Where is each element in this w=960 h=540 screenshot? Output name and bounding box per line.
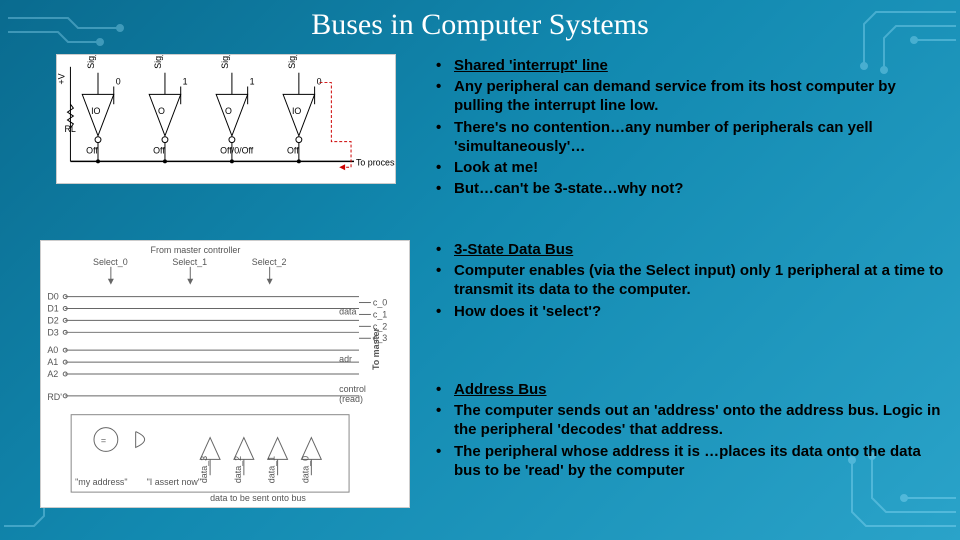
svg-text:c_2: c_2	[373, 321, 387, 331]
section3-heading: Address Bus	[454, 381, 547, 398]
d2-caption: data to be sent onto bus	[210, 493, 306, 503]
svg-text:1: 1	[183, 77, 188, 87]
slide-title: Buses in Computer Systems	[0, 8, 960, 42]
svg-text:0: 0	[317, 77, 322, 87]
bullets-interrupt: Shared 'interrupt' line Any peripheral c…	[432, 56, 942, 200]
d2-bus-adr: adr	[339, 354, 352, 364]
section3-item: The computer sends out an 'address' onto…	[432, 401, 950, 439]
svg-text:Sig_2: Sig_2	[153, 55, 163, 69]
d2-assert: "I assert now"	[147, 477, 201, 487]
section1-item: Any peripheral can demand service from i…	[432, 77, 942, 115]
svg-text:Select_2: Select_2	[252, 257, 287, 267]
d2-rd: RD'	[47, 392, 62, 402]
svg-text:D3: D3	[47, 327, 58, 337]
svg-text:c_1: c_1	[373, 309, 387, 319]
svg-text:Off: Off	[153, 145, 165, 155]
svg-text:D2: D2	[47, 315, 58, 325]
svg-text:data_2: data_2	[233, 456, 243, 483]
svg-text:D1: D1	[47, 303, 58, 313]
section2-item: Computer enables (via the Select input) …	[432, 261, 944, 299]
svg-text:0: 0	[116, 77, 121, 87]
bullets-addrbus: Address Bus The computer sends out an 'a…	[432, 380, 950, 482]
svg-text:A2: A2	[47, 369, 58, 379]
section2-heading: 3-State Data Bus	[454, 241, 573, 258]
svg-text:IO: IO	[292, 106, 301, 116]
slide-root: Buses in Computer Systems +V RL Sig_3 0 IO…	[0, 0, 960, 540]
svg-text:Off/0/Off: Off/0/Off	[220, 145, 254, 155]
diagram-bus: From master controller Select_0 Select_1 S…	[40, 240, 410, 508]
d2-myaddr: "my address"	[75, 477, 127, 487]
svg-text:c_3: c_3	[373, 333, 387, 343]
svg-text:data_1: data_1	[267, 456, 277, 483]
section1-item: There's no contention…any number of peri…	[432, 118, 942, 156]
section1-item: But…can't be 3-state…why not?	[432, 179, 942, 198]
svg-text:Sig_0: Sig_0	[287, 55, 297, 69]
svg-text:A1: A1	[47, 357, 58, 367]
svg-text:A0: A0	[47, 345, 58, 355]
svg-text:D0: D0	[47, 292, 58, 302]
svg-text:Off: Off	[287, 145, 299, 155]
section1-item: Look at me!	[432, 158, 942, 177]
svg-text:Select_1: Select_1	[172, 257, 207, 267]
svg-text:Sig_1: Sig_1	[220, 55, 230, 69]
d1-to-processor: To processor	[356, 157, 395, 167]
svg-text:1: 1	[250, 77, 255, 87]
svg-text:O: O	[225, 106, 232, 116]
section3-item: The peripheral whose address it is …plac…	[432, 442, 950, 480]
svg-text:O: O	[158, 106, 165, 116]
svg-text:Select_0: Select_0	[93, 257, 128, 267]
d2-bus-data: data	[339, 306, 356, 316]
d1-label-v: +V	[57, 73, 67, 84]
section2-item: How does it 'select'?	[432, 302, 944, 321]
diagram-interrupt-line: +V RL Sig_3 0 IO Off Sig_2 1 O Off Sig_1 1 O Off/0/…	[56, 54, 396, 184]
section1-heading: Shared 'interrupt' line	[454, 57, 608, 74]
svg-text:c_0: c_0	[373, 298, 387, 308]
d1-label-rl: RL	[65, 124, 76, 134]
svg-text:=: =	[101, 435, 106, 445]
svg-text:Sig_3: Sig_3	[86, 55, 96, 69]
d2-bus-ctrl1: control	[339, 384, 366, 394]
d2-bus-ctrl2: (read)	[339, 394, 363, 404]
svg-text:data_0: data_0	[300, 456, 310, 483]
d2-from-master: From master controller	[151, 245, 241, 255]
svg-text:IO: IO	[91, 106, 100, 116]
svg-text:Off: Off	[86, 145, 98, 155]
bullets-databus: 3-State Data Bus Computer enables (via t…	[432, 240, 944, 323]
